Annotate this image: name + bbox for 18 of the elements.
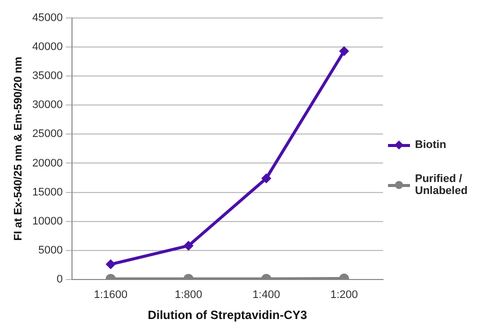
y-tick-label: 45000 <box>32 12 63 24</box>
y-tick-label: 25000 <box>32 128 63 140</box>
y-tick-label: 35000 <box>32 70 63 82</box>
y-axis-title: FI at Ex-540/25 nm & Em-590/20 nm <box>12 56 25 241</box>
y-tick-label: 15000 <box>32 186 63 198</box>
x-tick-label: 1:400 <box>252 289 280 302</box>
y-tick-label: 0 <box>56 273 63 286</box>
x-tick-label: 1:1600 <box>94 289 128 302</box>
x-tick-label: 1:800 <box>174 289 202 302</box>
y-tick-label: 20000 <box>32 157 63 170</box>
legend-label: Purified / Unlabeled <box>415 172 469 196</box>
y-tick-label: 40000 <box>32 41 63 54</box>
x-axis-title: Dilution of Streptavidin-CY3 <box>148 308 308 322</box>
y-tick-label: 30000 <box>32 99 63 112</box>
y-tick-label: 5000 <box>38 244 63 256</box>
legend-label: Biotin <box>415 138 446 150</box>
x-tick-label: 1:200 <box>330 289 358 302</box>
y-tick-label: 10000 <box>32 215 63 228</box>
